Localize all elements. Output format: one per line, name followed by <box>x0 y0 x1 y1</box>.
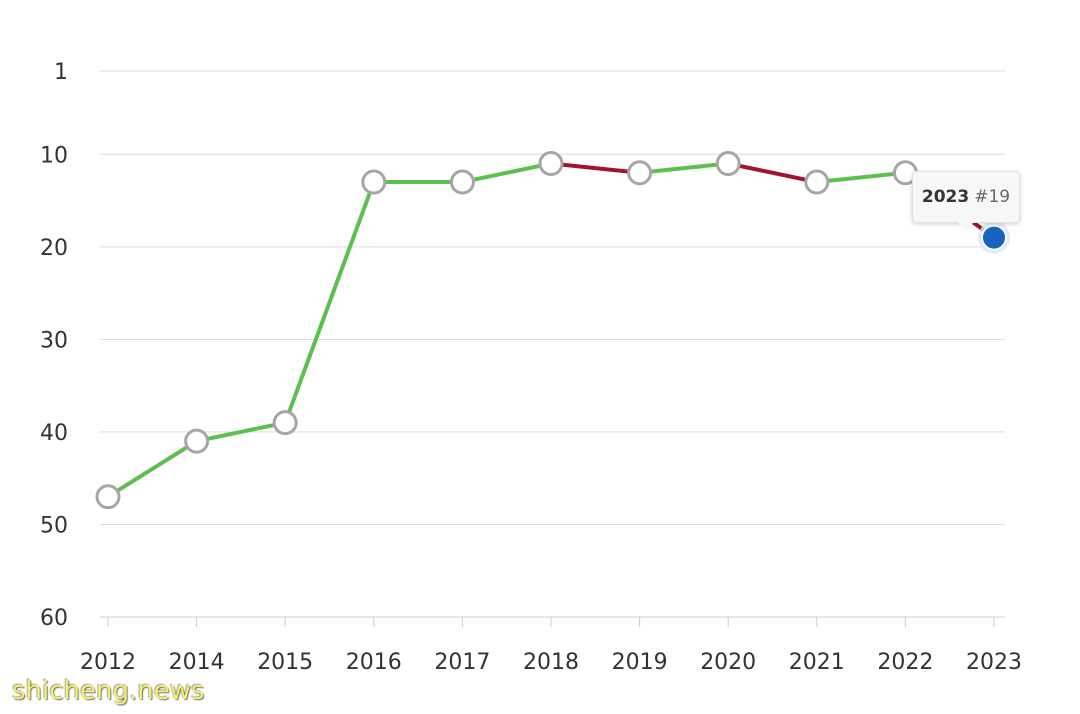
x-tick-label: 2017 <box>434 650 490 675</box>
y-tick-label: 1 <box>54 60 68 85</box>
x-axis: 2012 2014 2015 2016 2017 2018 2019 2020 2021 2022… <box>80 617 1022 675</box>
data-point <box>272 410 298 436</box>
y-tick-label: 60 <box>40 606 68 631</box>
x-tick-label: 2022 <box>877 650 933 675</box>
x-tick-label: 2020 <box>700 650 756 675</box>
x-tick-label: 2023 <box>966 650 1022 675</box>
x-tick-label: 2016 <box>346 650 402 675</box>
x-tick-label: 2019 <box>612 650 668 675</box>
series-segment <box>283 180 376 425</box>
x-tick-label: 2014 <box>169 650 225 675</box>
series-segment <box>814 170 908 185</box>
series-segment <box>460 161 553 185</box>
x-tick-label: 2018 <box>523 650 579 675</box>
series-segment <box>106 439 199 499</box>
y-tick-label: 30 <box>40 328 68 353</box>
data-point <box>627 160 653 186</box>
y-tick-label: 20 <box>40 236 68 261</box>
data-point <box>449 169 475 195</box>
tooltip-rank: #19 <box>974 187 1011 207</box>
data-point <box>184 428 210 454</box>
data-tooltip: 2023 #19 <box>912 171 1020 230</box>
x-tick-label: 2021 <box>789 650 845 675</box>
data-point <box>95 484 121 510</box>
tooltip-year: 2023 <box>921 187 970 207</box>
y-tick-label: 50 <box>40 513 68 538</box>
grid-lines <box>100 70 1005 618</box>
series-points <box>95 151 1010 510</box>
series-segment <box>194 420 288 444</box>
highlight-point <box>981 224 1007 251</box>
series-segment <box>637 161 731 175</box>
x-tick-label: 2012 <box>80 650 136 675</box>
series-segment <box>726 161 819 185</box>
y-axis: 1 10 20 30 40 50 60 <box>40 60 68 631</box>
watermark: shicheng.news <box>12 676 205 706</box>
x-tick-label: 2015 <box>257 650 313 675</box>
series-line <box>106 161 996 499</box>
data-point <box>715 151 741 177</box>
data-point <box>538 151 564 177</box>
y-tick-label: 40 <box>40 421 68 446</box>
data-point <box>804 169 830 195</box>
data-point <box>361 169 387 195</box>
series-segment <box>549 161 642 175</box>
y-tick-label: 10 <box>40 143 68 168</box>
